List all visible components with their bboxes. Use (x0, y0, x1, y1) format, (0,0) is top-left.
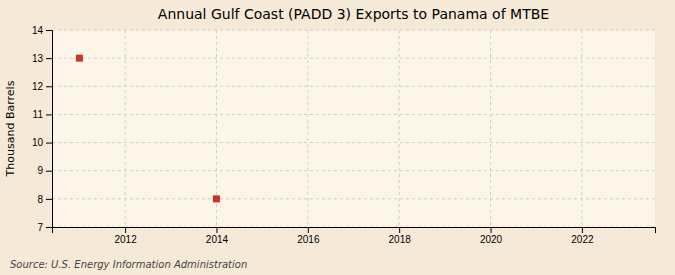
tick-mark (216, 227, 217, 233)
tick: 2020 (480, 227, 503, 245)
y-axis-label: Thousand Barrels (4, 80, 17, 177)
tick: 11 (33, 109, 52, 120)
tick-label: 2022 (571, 234, 594, 245)
tick-label: 8 (37, 194, 43, 205)
grid-line (125, 30, 126, 227)
tick-mark (46, 30, 52, 31)
x-axis: 2012 2014 2016 2018 2020 2022 (53, 227, 656, 245)
tick-mark (46, 227, 52, 228)
tick: 2012 (114, 227, 137, 245)
chart: 2012 2014 2016 2018 2020 2022 7 8 9 10 11 12 13 14 Ann… (0, 0, 675, 275)
title: Annual Gulf Coast (PADD 3) Exports to Pa… (158, 6, 549, 22)
grid (52, 30, 655, 227)
grid-line (52, 58, 655, 59)
tick-label: 14 (32, 25, 44, 36)
background (0, 0, 675, 275)
tick-label: 2020 (480, 234, 503, 245)
point (213, 195, 220, 202)
tick: 2016 (297, 227, 320, 245)
tick-label: 9 (37, 165, 43, 176)
tick-label: 11 (33, 109, 44, 120)
tick: 7 (37, 222, 52, 233)
tick-label: 12 (32, 81, 44, 92)
tick-label: 2016 (297, 234, 320, 245)
grid-line (52, 198, 655, 199)
tick-label: 10 (32, 137, 44, 148)
y-axis: 7 8 9 10 11 12 13 14 (32, 25, 53, 233)
tick: 12 (32, 81, 52, 92)
tick: 8 (37, 194, 52, 205)
axis-line (46, 31, 53, 228)
tick-mark (46, 58, 52, 59)
tick: 2018 (389, 227, 412, 245)
tick: 2014 (206, 227, 229, 245)
tick-mark (46, 86, 52, 87)
tick-mark (308, 227, 309, 233)
grid-line (581, 30, 582, 227)
tick-label: 2014 (206, 234, 229, 245)
tick: 2022 (571, 227, 594, 245)
plot: 2012 2014 2016 2018 2020 2022 7 8 9 10 11 12 13 14 (32, 25, 656, 245)
plot-background (52, 30, 655, 227)
tick-label: 2018 (389, 234, 412, 245)
grid-line (52, 142, 655, 143)
tick-label: 13 (32, 53, 44, 64)
tick: 13 (32, 53, 52, 64)
tick: 14 (32, 25, 52, 36)
grid-line (52, 30, 655, 31)
tick-mark (46, 171, 52, 172)
tick-mark (125, 227, 126, 233)
grid-line (399, 30, 400, 227)
grid-line (490, 30, 491, 227)
point (76, 55, 83, 62)
grid-line (52, 170, 655, 171)
tick-mark (46, 143, 52, 144)
tick-mark (46, 114, 52, 115)
tick: 10 (32, 137, 52, 148)
source-note: Source: U.S. Energy Information Administ… (10, 259, 247, 270)
tick: 9 (37, 165, 52, 176)
points (76, 55, 220, 203)
tick-mark (491, 227, 492, 233)
tick-mark (582, 227, 583, 233)
tick-mark (399, 227, 400, 233)
grid-line (52, 114, 655, 115)
tick-mark (46, 199, 52, 200)
axis-line (53, 228, 656, 234)
tick-label: 7 (37, 222, 43, 233)
grid-line (307, 30, 308, 227)
grid-line (52, 86, 655, 87)
tick-label: 2012 (114, 234, 137, 245)
